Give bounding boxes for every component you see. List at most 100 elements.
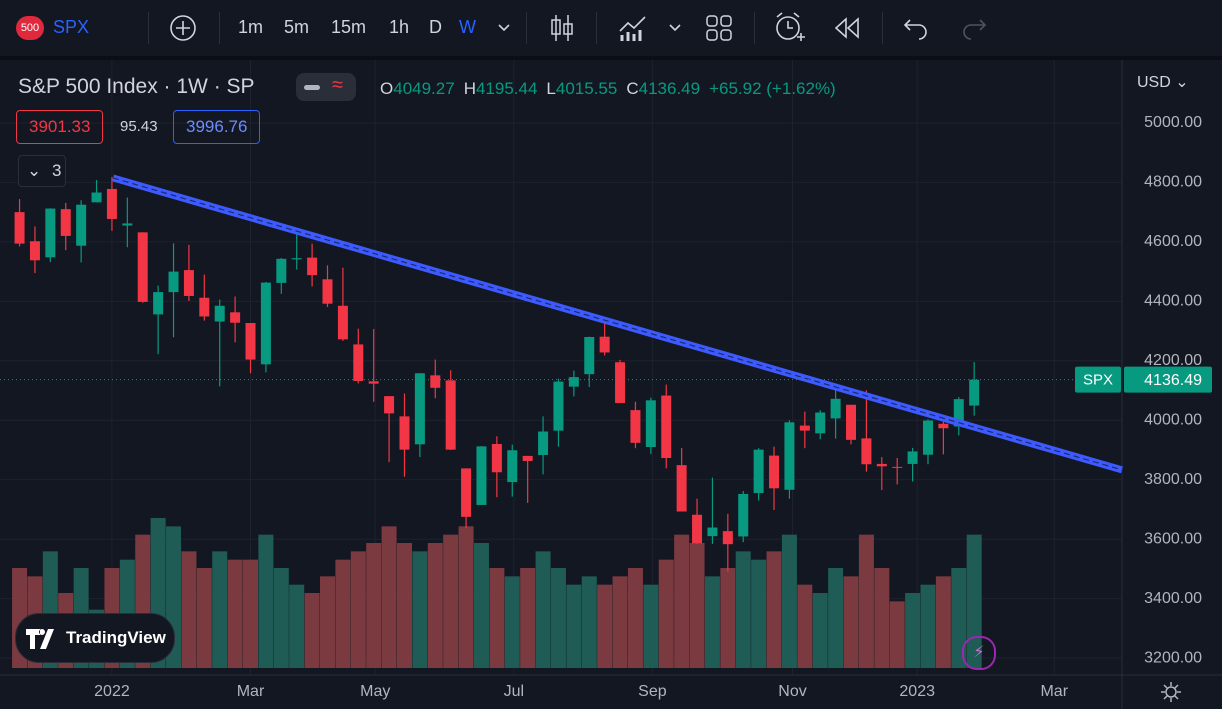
layout-icon[interactable]: [705, 14, 733, 42]
candle-body: [799, 425, 810, 431]
volume-bar: [550, 568, 566, 668]
volume-bar: [289, 584, 305, 668]
volume-bar: [243, 559, 259, 668]
candle-body: [753, 449, 764, 494]
volume-bar: [520, 568, 536, 668]
y-tick-label: 3600.00: [1144, 530, 1202, 547]
indicators-icon[interactable]: [618, 13, 648, 43]
volume-bar: [751, 559, 767, 668]
ohlc-value: 4136.49: [638, 79, 701, 98]
volume-bar: [889, 601, 905, 668]
volume-bar: [704, 576, 720, 668]
candle-body: [29, 241, 40, 261]
candle-body: [876, 463, 887, 467]
candle-body: [476, 446, 487, 505]
x-tick-label: Sep: [638, 683, 667, 700]
branding[interactable]: TradingView: [15, 613, 175, 663]
volume-bar: [612, 576, 628, 668]
volume-bar: [935, 576, 951, 668]
x-tick-label: May: [360, 683, 390, 700]
candle-body: [953, 399, 964, 427]
volume-bar: [196, 568, 212, 668]
candle-body: [214, 305, 225, 322]
y-tick-label: 3400.00: [1144, 590, 1202, 607]
candle-body: [661, 395, 672, 458]
interval[interactable]: D: [429, 17, 442, 37]
candle-body: [538, 431, 549, 456]
ohlc-label: C: [626, 79, 639, 98]
x-tick-label: 2022: [94, 683, 130, 700]
chevron[interactable]: [667, 20, 683, 36]
add-icon[interactable]: [168, 13, 198, 43]
volume-bar: [674, 534, 690, 668]
interval[interactable]: 15m: [331, 17, 367, 37]
candle-body: [815, 412, 826, 434]
volume-bar: [396, 543, 412, 668]
logo: [26, 629, 54, 649]
redo-icon: [963, 19, 987, 40]
candle-body: [445, 380, 456, 450]
lightning-button[interactable]: ⚡: [962, 636, 996, 670]
separator: [148, 12, 149, 44]
chevron[interactable]: [496, 20, 512, 36]
candle-body: [553, 381, 564, 431]
candles-icon[interactable]: [549, 13, 575, 43]
replay-icon[interactable]: [833, 16, 861, 40]
y-tick-label: 4800.00: [1144, 174, 1202, 191]
candle-body: [168, 271, 179, 293]
y-tick-label: 4000.00: [1144, 411, 1202, 428]
candle-body: [738, 493, 749, 537]
candle-body: [384, 396, 395, 414]
interval[interactable]: 1h: [389, 17, 410, 37]
separator: [596, 12, 597, 44]
volume-bar: [489, 568, 505, 668]
y-tick-label: 4200.00: [1144, 352, 1202, 369]
volume-bar: [951, 568, 967, 668]
currency[interactable]: USD ⌄: [1137, 74, 1189, 91]
x-tick-label: 2023: [899, 683, 935, 700]
ohlc-label: L: [546, 79, 556, 98]
volume-bar: [473, 543, 489, 668]
legend-toggle[interactable]: ≈: [296, 73, 356, 101]
volume-bar: [227, 559, 243, 668]
candle-body: [183, 270, 194, 296]
candle-body: [307, 257, 318, 276]
volume-bar: [427, 543, 443, 668]
symbol-badge[interactable]: 500: [16, 16, 44, 40]
volume-bar: [858, 534, 874, 668]
candle-body: [322, 279, 333, 304]
candle-body: [430, 375, 441, 388]
candle-body: [353, 344, 364, 381]
x-tick-label: Mar: [237, 683, 265, 700]
candle-body: [861, 438, 872, 465]
volume-bar: [443, 534, 459, 668]
candle-body: [45, 208, 56, 258]
interval[interactable]: W: [459, 17, 476, 37]
candle-body: [122, 223, 133, 226]
candle-body: [399, 416, 410, 450]
candle-body: [584, 336, 595, 375]
alert-icon[interactable]: [773, 11, 807, 45]
ohlc-value: 4195.44: [475, 79, 538, 98]
interval[interactable]: 5m: [284, 17, 310, 37]
volume-bar: [689, 543, 705, 668]
volume-bar: [212, 551, 228, 668]
x-tick-label: Nov: [778, 683, 806, 700]
symbol[interactable]: SPX: [53, 17, 90, 37]
candle-body: [676, 465, 687, 512]
ohlc-value: 4049.27: [393, 79, 455, 98]
candle-body: [368, 381, 379, 384]
volume-bar: [720, 568, 736, 668]
volume-bar: [504, 576, 520, 668]
volume-bar: [766, 551, 782, 668]
candle-body: [645, 400, 656, 447]
candle-body: [907, 451, 918, 464]
undo-icon[interactable]: [902, 16, 930, 40]
separator: [754, 12, 755, 44]
y-tick-label: 3800.00: [1144, 471, 1202, 488]
collapse-indicators[interactable]: ⌄ 3: [18, 155, 66, 187]
interval[interactable]: 1m: [238, 17, 264, 37]
settings-icon[interactable]: [1159, 680, 1183, 704]
volume-bar: [812, 593, 828, 668]
candle-body: [722, 531, 733, 545]
